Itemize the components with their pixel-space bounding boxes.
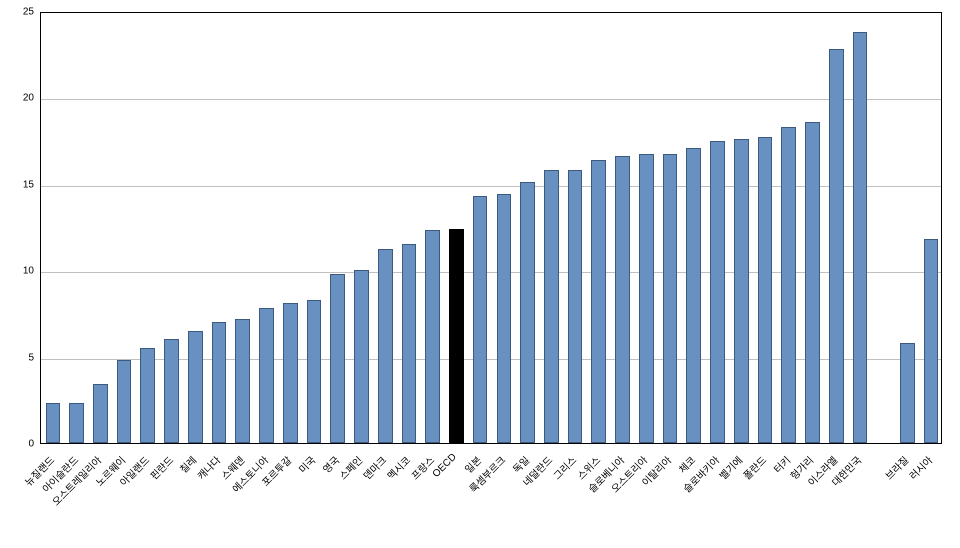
bar <box>758 137 773 443</box>
y-tick-label: 25 <box>0 7 34 18</box>
bar <box>307 300 322 443</box>
bar <box>805 122 820 443</box>
bar <box>781 127 796 443</box>
y-tick-label: 10 <box>0 266 34 277</box>
y-tick-label: 0 <box>0 439 34 450</box>
bar <box>259 308 274 443</box>
bar <box>853 32 868 443</box>
bar <box>93 384 108 443</box>
bar <box>520 182 535 443</box>
y-tick-label: 5 <box>0 352 34 363</box>
bar <box>164 339 179 443</box>
bar <box>734 139 749 443</box>
bar <box>686 148 701 443</box>
y-tick-label: 15 <box>0 179 34 190</box>
bar <box>46 403 61 443</box>
y-tick-label: 20 <box>0 93 34 104</box>
bar <box>591 160 606 443</box>
bar <box>497 194 512 443</box>
bar <box>188 331 203 443</box>
bar <box>212 322 227 443</box>
bar <box>924 239 939 443</box>
bar-chart: 0510152025뉴질랜드아이슬란드오스트레일리아노르웨이아일랜드핀란드칠레캐… <box>0 0 960 529</box>
bar <box>663 154 678 443</box>
bar <box>330 274 345 443</box>
bar <box>473 196 488 443</box>
bar <box>615 156 630 443</box>
bar <box>544 170 559 443</box>
bar <box>639 154 654 443</box>
bar <box>900 343 915 443</box>
bar <box>378 249 393 443</box>
bar-highlight <box>449 229 464 443</box>
bar <box>117 360 132 443</box>
bar <box>354 270 369 443</box>
bar <box>69 403 84 443</box>
bar <box>829 49 844 443</box>
gridline <box>41 99 941 100</box>
plot-area <box>40 12 942 444</box>
bar <box>402 244 417 443</box>
bar <box>568 170 583 443</box>
bar <box>235 319 250 443</box>
bar <box>425 230 440 443</box>
bar <box>140 348 155 443</box>
bar <box>710 141 725 443</box>
bar <box>283 303 298 443</box>
